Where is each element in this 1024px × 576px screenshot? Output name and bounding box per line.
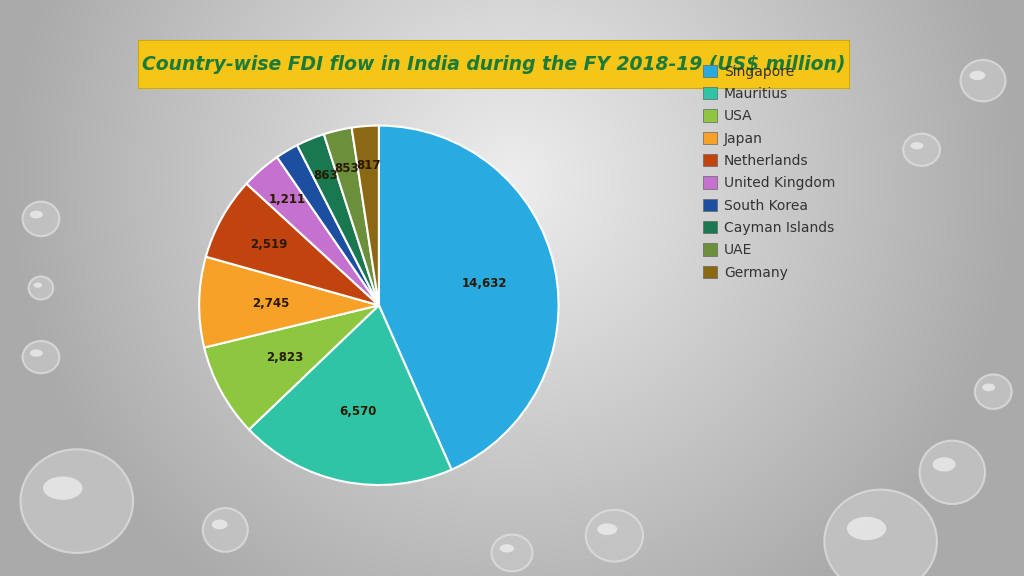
FancyBboxPatch shape — [138, 40, 850, 89]
Wedge shape — [247, 157, 379, 305]
Ellipse shape — [824, 490, 937, 576]
Text: 14,632: 14,632 — [462, 276, 507, 290]
Ellipse shape — [29, 276, 53, 300]
Ellipse shape — [30, 350, 43, 357]
Text: 6,570: 6,570 — [339, 404, 377, 418]
Wedge shape — [278, 145, 379, 305]
Ellipse shape — [961, 60, 1006, 101]
Ellipse shape — [933, 457, 955, 472]
Wedge shape — [206, 184, 379, 305]
Ellipse shape — [920, 441, 985, 504]
Wedge shape — [324, 128, 379, 305]
Ellipse shape — [586, 510, 643, 562]
Ellipse shape — [500, 544, 514, 552]
Ellipse shape — [23, 202, 59, 236]
Ellipse shape — [203, 508, 248, 552]
Text: 817: 817 — [356, 159, 381, 172]
Wedge shape — [379, 126, 558, 469]
Wedge shape — [297, 134, 379, 305]
Text: 853: 853 — [335, 162, 359, 175]
Ellipse shape — [43, 476, 83, 500]
Ellipse shape — [975, 374, 1012, 409]
Ellipse shape — [903, 134, 940, 166]
Wedge shape — [249, 305, 452, 485]
Wedge shape — [200, 257, 379, 347]
Ellipse shape — [23, 341, 59, 373]
Ellipse shape — [20, 449, 133, 553]
Text: 2,519: 2,519 — [250, 237, 288, 251]
Ellipse shape — [492, 535, 532, 571]
Ellipse shape — [212, 520, 227, 529]
Text: 1,211: 1,211 — [268, 193, 305, 206]
Ellipse shape — [30, 211, 43, 218]
Ellipse shape — [847, 517, 886, 540]
Text: Country-wise FDI flow in India during the FY 2018-19 (US$ million): Country-wise FDI flow in India during th… — [142, 55, 846, 74]
Wedge shape — [204, 305, 379, 430]
Ellipse shape — [34, 283, 42, 288]
Text: 2,823: 2,823 — [265, 351, 303, 363]
Wedge shape — [351, 126, 379, 305]
Text: 2,745: 2,745 — [252, 297, 290, 310]
Ellipse shape — [982, 384, 995, 391]
Text: 863: 863 — [313, 169, 338, 182]
Legend: Singapore, Mauritius, USA, Japan, Netherlands, United Kingdom, South Korea, Caym: Singapore, Mauritius, USA, Japan, Nether… — [703, 65, 836, 279]
Ellipse shape — [597, 524, 617, 535]
Ellipse shape — [910, 142, 924, 149]
Ellipse shape — [970, 71, 985, 80]
